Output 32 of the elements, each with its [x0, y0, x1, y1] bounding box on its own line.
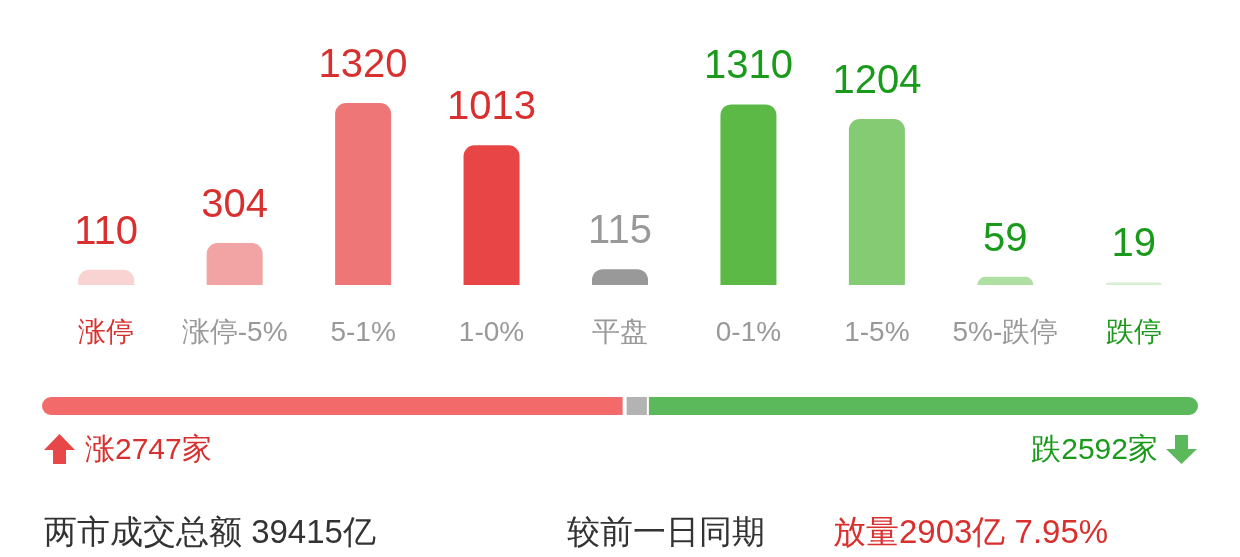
bar	[848, 118, 905, 285]
x-tick-label: 1-0%	[458, 316, 525, 347]
data-label: 1013	[447, 83, 537, 128]
text: 放量2903亿 7.95%	[833, 513, 1109, 550]
data-label: 115	[588, 207, 652, 252]
bar	[206, 243, 263, 285]
x-tick-label: 1-5%	[844, 316, 910, 347]
bar	[720, 104, 777, 285]
data-label: 1204	[832, 56, 922, 101]
bar	[78, 269, 135, 285]
x-tick-label: 涨停-5%	[181, 316, 288, 347]
text: 较前一日同期	[567, 513, 765, 550]
data-label: 1310	[703, 42, 793, 87]
data-label: 19	[1111, 220, 1157, 265]
data-label: 1320	[318, 41, 408, 85]
x-tick-label: 5%-跌停	[952, 316, 1059, 347]
x-tick-label: 跌停	[1105, 316, 1162, 347]
data-label: 110	[74, 207, 139, 252]
bar	[977, 276, 1034, 285]
x-tick-label: 0-1%	[715, 316, 782, 347]
x-tick-label: 涨停	[78, 316, 135, 347]
text: 跌2592家	[1031, 432, 1158, 465]
x-tick-label: 平盘	[592, 316, 648, 347]
bar	[592, 269, 648, 285]
bar	[1105, 282, 1162, 285]
text: 涨2747家	[85, 432, 212, 465]
bar	[335, 103, 392, 285]
bar	[463, 145, 520, 285]
data-label: 304	[201, 181, 269, 226]
data-label: 59	[983, 214, 1028, 259]
text: 两市成交总额 39415亿	[44, 513, 376, 550]
x-tick-label: 5-1%	[330, 316, 396, 347]
